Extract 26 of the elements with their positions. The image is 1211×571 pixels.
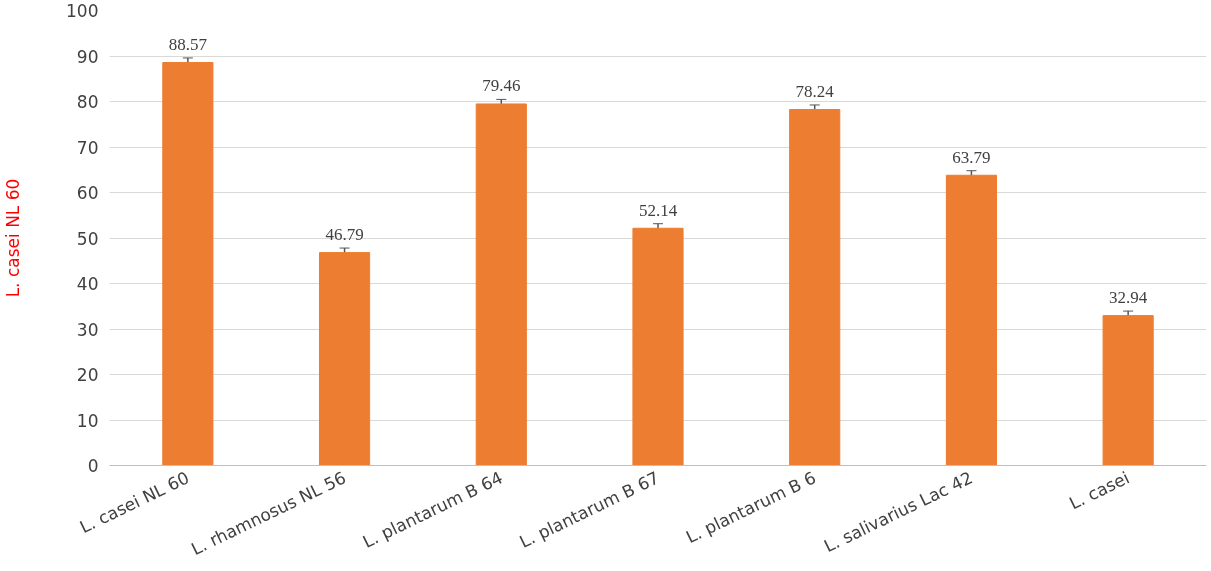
bar [1102,315,1154,466]
bar [162,62,214,466]
bar [475,103,527,466]
data-label: 88.57 [168,34,208,54]
y-tick-label: 0 [87,456,99,476]
bar [319,252,371,466]
y-tick-label: 60 [76,183,99,203]
y-tick-label: 20 [76,365,99,385]
y-tick-label: 30 [76,319,99,340]
y-tick-label: 70 [76,137,99,158]
bar [789,109,841,466]
y-tick-label: 40 [76,274,99,294]
y-tick-label: 80 [76,92,99,112]
data-label: 46.79 [325,225,364,245]
y-axis-title: L. casei NL 60 [3,178,24,298]
bar [945,174,997,466]
y-tick-label: 100 [66,1,99,21]
data-label: 79.46 [482,76,521,96]
data-label: 32.94 [1109,288,1148,308]
y-tick-label: 10 [76,410,99,431]
y-tick-label: 90 [76,46,99,67]
data-label: 78.24 [795,81,835,101]
data-label: 63.79 [952,147,991,167]
data-label: 52.14 [638,200,678,220]
y-tick-label: 50 [76,228,99,249]
bar [632,227,684,466]
